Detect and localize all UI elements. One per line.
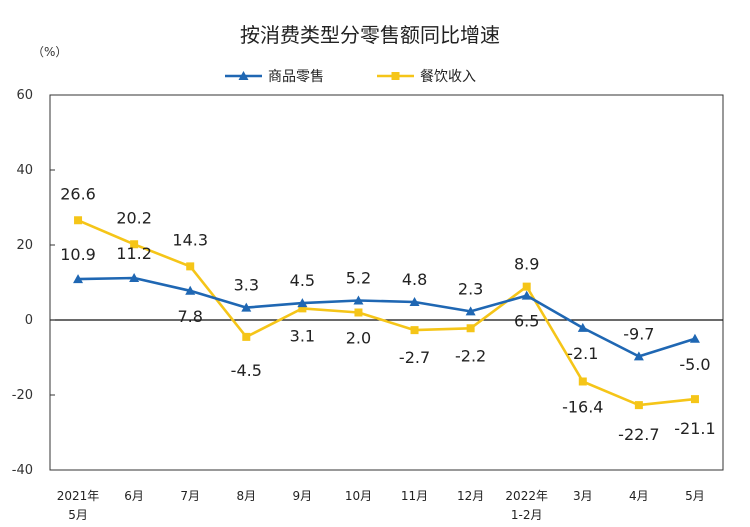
catering-point-marker [242,332,251,341]
retail-point-marker [297,298,308,308]
x-tick-label: 5月 [68,508,88,522]
retail-data-label: 3.3 [234,276,259,295]
y-unit-label: （%） [32,45,67,59]
catering-data-label: -22.7 [618,425,659,444]
x-tick-label: 3月 [573,489,593,503]
retail-point-marker [185,285,196,295]
catering-data-label: 3.1 [290,326,315,345]
catering-data-label: 14.3 [172,230,208,249]
retail-data-label: 5.2 [346,269,371,288]
retail-data-label: 4.5 [290,271,315,290]
catering-data-label: 26.6 [60,184,96,203]
retail-point-marker [353,295,364,305]
legend-square-marker [391,72,400,80]
catering-data-label: -4.5 [231,361,262,380]
retail-data-label: -5.0 [679,355,710,374]
catering-point-marker [522,282,531,291]
catering-point-marker [578,377,587,386]
chart-title: 按消费类型分零售额同比增速 [240,23,500,47]
catering-point-marker [690,395,699,404]
retail-point-marker [633,351,644,361]
plot-frame [49,94,724,471]
catering-point-marker [466,324,475,333]
x-tick-label: 2021年 [57,489,100,503]
catering-series-line [77,219,696,407]
retail-point-marker [241,302,252,312]
x-tick-label: 9月 [293,489,313,503]
catering-point-marker [130,240,139,249]
retail-point-marker [577,322,588,332]
legend-item-catering: 餐饮收入 [377,69,476,85]
catering-data-label: 2.0 [346,329,371,348]
retail-point-marker [409,297,420,306]
legend-label-retail: 商品零售 [268,69,324,85]
retail-data-label: 6.5 [514,312,539,331]
catering-data-label: -2.7 [399,348,430,367]
catering-point-marker [634,401,643,410]
y-tick-label: 60 [16,88,33,103]
retail-data-label: 11.2 [116,244,152,263]
catering-data-label: -21.1 [674,419,715,438]
retail-data-label: -9.7 [623,324,654,343]
catering-point-marker [186,262,195,271]
x-tick-label: 10月 [345,489,372,503]
catering-data-label: -16.4 [562,398,603,417]
y-tick-label: -40 [12,463,33,478]
y-tick-label: 0 [25,313,33,328]
retail-point-marker [465,306,476,316]
x-tick-label: 8月 [236,489,256,503]
y-tick-label: 20 [16,238,33,253]
retail-point-marker [129,273,140,282]
x-tick-label: 1-2月 [511,508,543,522]
legend-triangle-marker [238,71,249,80]
retail-point-marker [689,333,700,343]
x-axis: 2021年 5月 6月 7月 8月 9月 10月 11月 12月 2022年 1-2月 3月 4月 5月 [57,489,705,522]
y-axis: 60 40 20 0 -20 -40 [12,88,55,478]
catering-data-label: 20.2 [116,208,152,227]
catering-point-marker [410,326,419,335]
retail-point-marker [521,290,532,300]
series-markers [73,216,700,410]
legend-item-retail: 商品零售 [225,69,324,85]
catering-point-marker [298,304,307,313]
x-tick-label: 11月 [401,489,428,503]
x-tick-label: 2022年 [505,489,548,503]
x-tick-label: 6月 [124,489,144,503]
x-tick-label: 12月 [457,489,484,503]
retail-data-label: 2.3 [458,279,483,298]
series-lines [77,219,696,407]
retail-data-label: 7.8 [177,307,202,326]
x-tick-label: 4月 [629,489,649,503]
catering-point-marker [354,308,363,317]
catering-point-marker [74,216,83,225]
x-tick-label: 5月 [685,489,705,503]
retail-data-label: 4.8 [402,270,427,289]
catering-data-label: -2.2 [455,346,486,365]
retail-data-label: -2.1 [567,344,598,363]
y-tick-label: -20 [12,388,33,403]
retail-point-marker [73,274,84,284]
catering-data-label: 8.9 [514,255,539,274]
legend: 商品零售 餐饮收入 [225,69,476,85]
retail-series-line [77,276,696,358]
retail-data-label: 10.9 [60,245,96,264]
legend-label-catering: 餐饮收入 [420,69,476,85]
data-labels: 10.9 11.2 7.8 3.3 4.5 5.2 4.8 2.3 6.5 -2.1 -9.7 -5.… [60,184,715,444]
y-tick-label: 40 [16,163,33,178]
x-tick-label: 7月 [180,489,200,503]
